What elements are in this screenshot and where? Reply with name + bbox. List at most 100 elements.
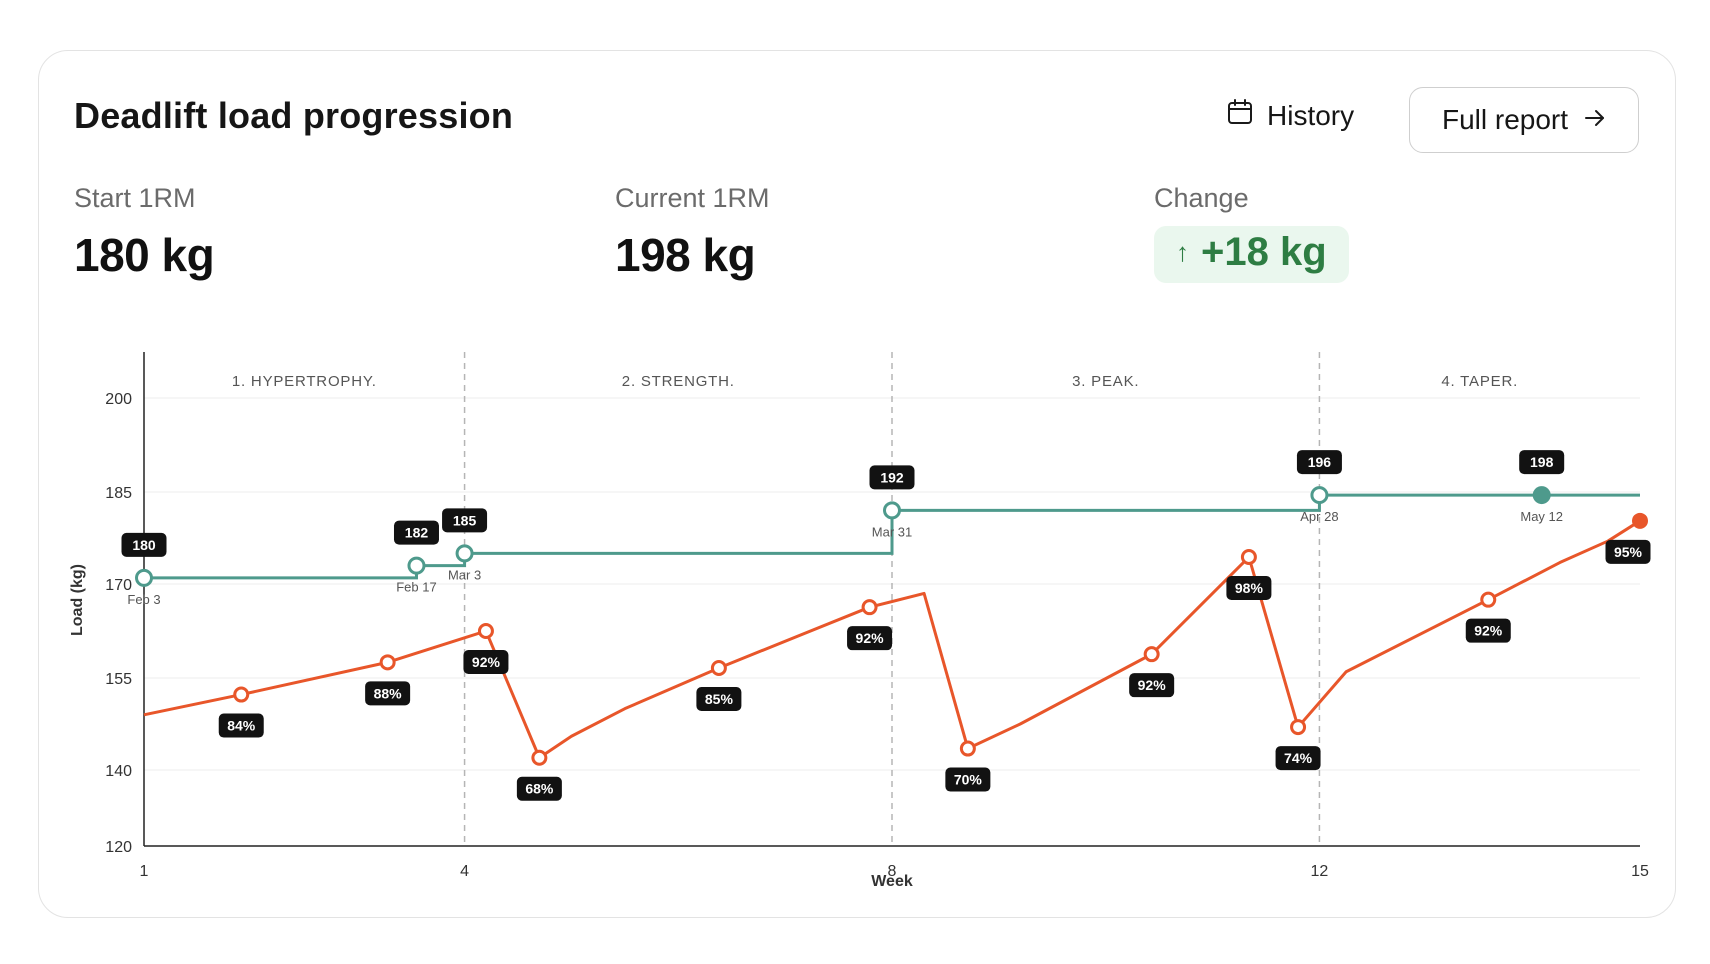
change-value: +18 kg	[1201, 230, 1327, 274]
session-point	[710, 659, 727, 676]
session-point	[861, 599, 878, 616]
stat-change-label: Change	[1154, 183, 1249, 213]
card-title: Deadlift load progression	[74, 95, 514, 136]
y-tick-label: 140	[105, 763, 132, 780]
one-rm-point-current	[1532, 486, 1551, 505]
stat-current-value: 198 kg	[615, 229, 756, 281]
session-intensity-label-bg	[463, 650, 509, 674]
arrow-right-icon	[1584, 104, 1606, 136]
one-rm-point	[1310, 486, 1329, 505]
session-point	[959, 740, 976, 757]
session-point	[531, 749, 548, 766]
session-intensity-label: 92%	[847, 626, 893, 651]
y-tick-label: 120	[105, 839, 132, 856]
x-axis-title: Week	[871, 873, 913, 890]
stat-start: Start 1RM 180 kg	[74, 183, 215, 282]
session-intensity-label-text: 74%	[1284, 750, 1313, 766]
stat-start-label: Start 1RM	[74, 183, 196, 213]
session-intensity-label-bg	[1129, 673, 1175, 698]
session-intensity-label-text: 95%	[1614, 544, 1643, 560]
session-intensity-label-text: 68%	[525, 781, 554, 797]
session-intensity-label: 70%	[945, 767, 991, 792]
one-rm-value-label: 182	[393, 520, 439, 545]
y-tick-label: 185	[105, 485, 132, 502]
one-rm-value-label: 196	[1296, 450, 1342, 475]
progression-card: Deadlift load progression History Full r…	[38, 50, 1676, 918]
session-intensity-label-bg	[945, 767, 991, 792]
one-rm-value-label: 180	[121, 532, 167, 557]
history-label: History	[1267, 99, 1355, 131]
arrow-up-icon: ↑	[1176, 237, 1189, 267]
session-intensity-label-text: 85%	[705, 691, 734, 707]
session-intensity-label: 95%	[1605, 539, 1651, 564]
stat-change: Change ↑ +18 kg	[1154, 183, 1349, 283]
session-intensity-label-bg	[847, 626, 893, 651]
session-point	[477, 623, 494, 639]
session-point	[1143, 646, 1160, 663]
one-rm-value-label-text: 182	[405, 525, 429, 541]
one-rm-value-label: 192	[869, 465, 915, 490]
one-rm-value-label-bg	[121, 532, 167, 557]
stat-current: Current 1RM 198 kg	[615, 183, 770, 282]
session-intensity-label: 68%	[516, 776, 562, 801]
session-intensity-label-text: 92%	[1474, 623, 1503, 639]
one-rm-value-label-bg	[1296, 450, 1342, 475]
full-report-button[interactable]: Full report	[1409, 87, 1639, 153]
session-point-current	[1632, 512, 1648, 529]
one-rm-value-label: 198	[1519, 450, 1565, 475]
one-rm-date-label: Mar 3	[448, 567, 481, 582]
one-rm-date-label: Apr 28	[1300, 509, 1338, 524]
history-button[interactable]: History	[1227, 99, 1354, 132]
session-intensity-label-bg	[1465, 618, 1511, 643]
one-rm-value-label-bg	[869, 465, 915, 490]
x-tick-label: 15	[1631, 863, 1649, 880]
one-rm-value-label-bg	[1519, 450, 1565, 475]
session-intensity-label: 98%	[1226, 576, 1272, 601]
calendar-icon	[1227, 99, 1253, 132]
one-rm-point	[407, 556, 426, 575]
x-tick-label: 12	[1311, 863, 1329, 880]
session-intensity-label: 92%	[1129, 673, 1175, 698]
session-intensity-label-text: 84%	[227, 718, 256, 734]
session-intensity-label-bg	[696, 686, 742, 711]
session-intensity-label-text: 92%	[1138, 677, 1167, 693]
phase-label: 2. STRENGTH.	[622, 373, 735, 390]
one-rm-value-label-text: 192	[880, 469, 904, 485]
y-tick-label: 155	[105, 671, 132, 688]
one-rm-point	[135, 568, 153, 587]
session-intensity-label-text: 92%	[856, 630, 885, 646]
y-tick-label: 200	[105, 391, 132, 408]
session-point	[1290, 719, 1307, 736]
session-intensity-label-bg	[365, 681, 411, 706]
one-rm-value-label-text: 196	[1308, 454, 1332, 470]
session-intensity-label-text: 98%	[1235, 580, 1264, 596]
session-intensity-label: 85%	[696, 686, 742, 711]
session-intensity-label: 84%	[218, 713, 264, 738]
one-rm-point	[883, 501, 901, 520]
session-intensity-label-text: 88%	[374, 685, 403, 701]
phase-label: 1. HYPERTROPHY.	[232, 373, 377, 390]
session-point	[1240, 549, 1257, 566]
one-rm-date-label: Feb 3	[127, 592, 160, 607]
one-rm-value-label-bg	[442, 508, 488, 533]
one-rm-value-label-bg	[393, 520, 439, 545]
one-rm-point	[455, 544, 474, 563]
y-axis-title: Load (kg)	[69, 564, 86, 636]
stat-current-label: Current 1RM	[615, 183, 770, 213]
full-report-label: Full report	[1441, 104, 1569, 135]
one-rm-date-label: Feb 17	[396, 580, 436, 595]
x-tick-label: 1	[140, 863, 149, 880]
one-rm-value-label-text: 180	[132, 537, 156, 553]
y-tick-label: 170	[105, 577, 132, 594]
one-rm-value-label-text: 185	[453, 512, 477, 528]
one-rm-date-label: Mar 31	[872, 524, 912, 539]
session-intensity-label-bg	[516, 776, 562, 801]
session-intensity-label: 88%	[365, 681, 411, 706]
session-intensity-label-bg	[1605, 539, 1651, 564]
one-rm-date-label: May 12	[1520, 509, 1563, 524]
session-intensity-label-bg	[1275, 746, 1321, 771]
session-intensity-label: 92%	[1465, 618, 1511, 643]
session-point	[233, 686, 250, 703]
session-intensity-label-text: 92%	[472, 654, 501, 670]
